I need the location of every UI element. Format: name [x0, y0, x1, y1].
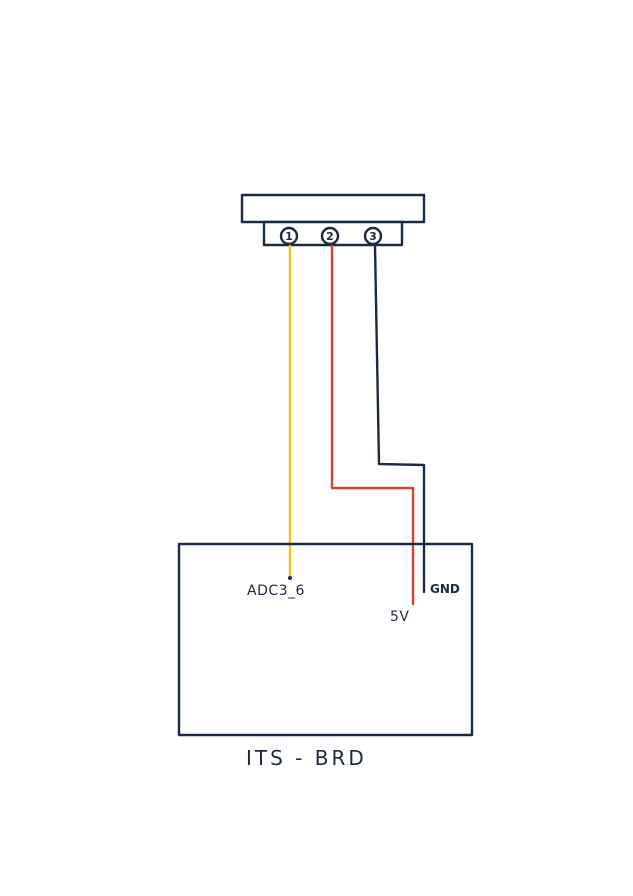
connector-body	[240, 193, 426, 224]
board-outline	[177, 542, 474, 737]
connector-pin-3: 3	[363, 226, 383, 246]
gnd-label: GND	[430, 582, 460, 596]
adc-label: ADC3_6	[247, 583, 305, 599]
connector-pin-1: 1	[279, 226, 299, 246]
pin-1-label: 1	[285, 230, 293, 243]
board-title: ITS - BRD	[246, 746, 367, 770]
adc-terminal-dot	[288, 576, 292, 580]
vcc-label: 5V	[390, 609, 409, 625]
connector: 1 2 3	[240, 193, 426, 247]
wire-pin2-red	[330, 244, 415, 606]
wire-pin3-dark	[373, 244, 426, 594]
connector-pin-2: 2	[320, 226, 340, 246]
pin-3-label: 3	[369, 230, 377, 243]
pin-2-label: 2	[326, 230, 334, 243]
